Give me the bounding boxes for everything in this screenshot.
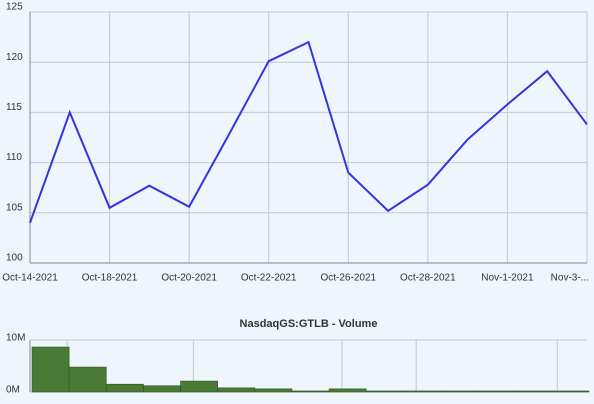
volume-bar (328, 388, 367, 393)
volume-bar (68, 366, 107, 393)
y-tick-label: 125 (6, 2, 23, 13)
volume-bar (31, 346, 70, 393)
y-tick-label: 115 (6, 102, 22, 113)
x-tick-label: Oct-26-2021 (320, 273, 376, 284)
x-tick-label: Oct-20-2021 (161, 273, 217, 284)
y-tick-label: 10M (6, 333, 25, 344)
volume-bar (365, 390, 404, 393)
y-tick-label: 120 (6, 52, 23, 63)
y-tick-label: 110 (6, 152, 22, 163)
y-tick-label: 105 (6, 202, 23, 213)
y-tick-label: 100 (6, 253, 23, 264)
volume-bar (514, 390, 553, 393)
x-tick-label: Oct-18-2021 (82, 273, 138, 284)
volume-bar (143, 385, 181, 393)
volume-bar (105, 383, 144, 393)
y-tick-label: 0M (6, 385, 20, 396)
x-tick-label: Oct-28-2021 (400, 273, 456, 284)
price-line (29, 40, 588, 224)
chart-title: NasdaqGS:GTLB - Volume (240, 318, 378, 330)
volume-bar (180, 380, 218, 393)
volume-bar (254, 388, 293, 393)
volume-bar (440, 390, 478, 393)
x-tick-label: Oct-22-2021 (241, 273, 297, 284)
x-tick-label: Nov-3-... (551, 273, 589, 284)
x-tick-label: Nov-1-2021 (481, 273, 534, 284)
volume-bar (217, 387, 256, 393)
volume-bar (291, 390, 330, 393)
volume-bar (403, 390, 441, 393)
x-tick-label: Oct-14-2021 (2, 273, 58, 284)
volume-bar (477, 390, 516, 393)
volume-bar (551, 390, 590, 393)
